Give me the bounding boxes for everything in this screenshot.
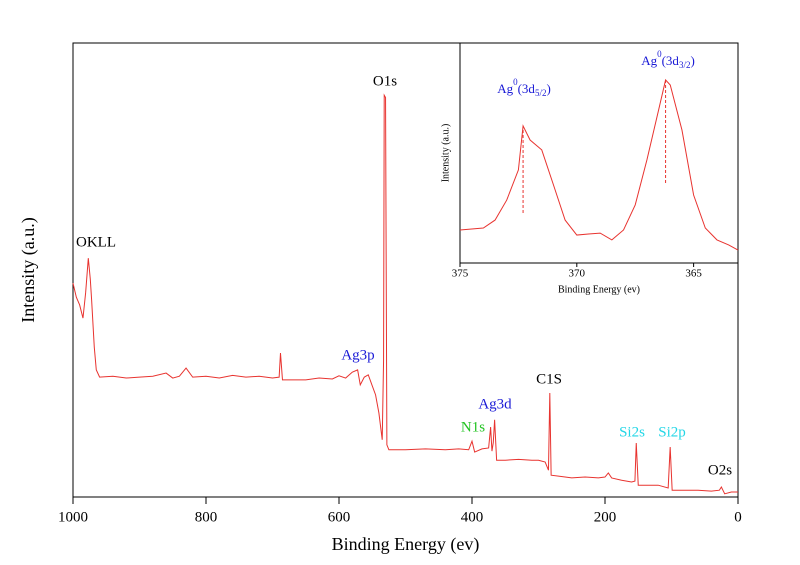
x-tick-label: 375 xyxy=(452,268,469,280)
x-tick-label: 365 xyxy=(685,268,702,280)
x-axis-title: Binding Energy (ev) xyxy=(332,534,480,555)
peak-label: Si2s xyxy=(619,424,645,440)
x-tick-label: 800 xyxy=(195,509,218,525)
y-axis-title: Intensity (a.u.) xyxy=(18,217,39,322)
label-base: Ag xyxy=(497,81,513,96)
peak-label: O1s xyxy=(373,73,397,89)
label-sub: 5/2 xyxy=(535,88,547,98)
x-tick-label: 200 xyxy=(594,509,617,525)
x-tick-label: 600 xyxy=(328,509,351,525)
y-axis-title: Intensity (a.u.) xyxy=(440,124,451,183)
plot-frame xyxy=(72,42,739,498)
x-axis-title: Binding Energy (ev) xyxy=(558,284,640,295)
peak-label: Si2p xyxy=(658,424,686,440)
label-close: ) xyxy=(690,53,694,68)
x-tick-label: 400 xyxy=(461,509,484,525)
peak-label: Ag3d xyxy=(478,396,512,412)
peak-label: N1s xyxy=(461,419,485,435)
x-tick-label: 0 xyxy=(734,509,742,525)
spectrum-line xyxy=(72,93,738,495)
peak-label: Ag3p xyxy=(341,347,374,363)
plot-frame xyxy=(459,42,739,264)
spectrum-line xyxy=(459,78,739,251)
x-tick-label: 1000 xyxy=(58,509,88,525)
label-base: Ag xyxy=(641,53,657,68)
peak-label: OKLL xyxy=(76,234,116,250)
label-open: (3d xyxy=(518,81,536,96)
label-sup: 0 xyxy=(513,77,518,87)
label-close: ) xyxy=(546,81,550,96)
peak-label: O2s xyxy=(708,462,732,478)
label-sup: 0 xyxy=(657,49,662,59)
inset-background xyxy=(460,43,738,263)
peak-label: Ag0(3d5/2) xyxy=(497,77,551,98)
label-sub: 3/2 xyxy=(679,60,691,70)
label-open: (3d xyxy=(662,53,680,68)
peak-label: C1S xyxy=(536,371,562,387)
peak-label: Ag0(3d3/2) xyxy=(641,49,695,70)
x-tick-label: 370 xyxy=(569,268,586,280)
